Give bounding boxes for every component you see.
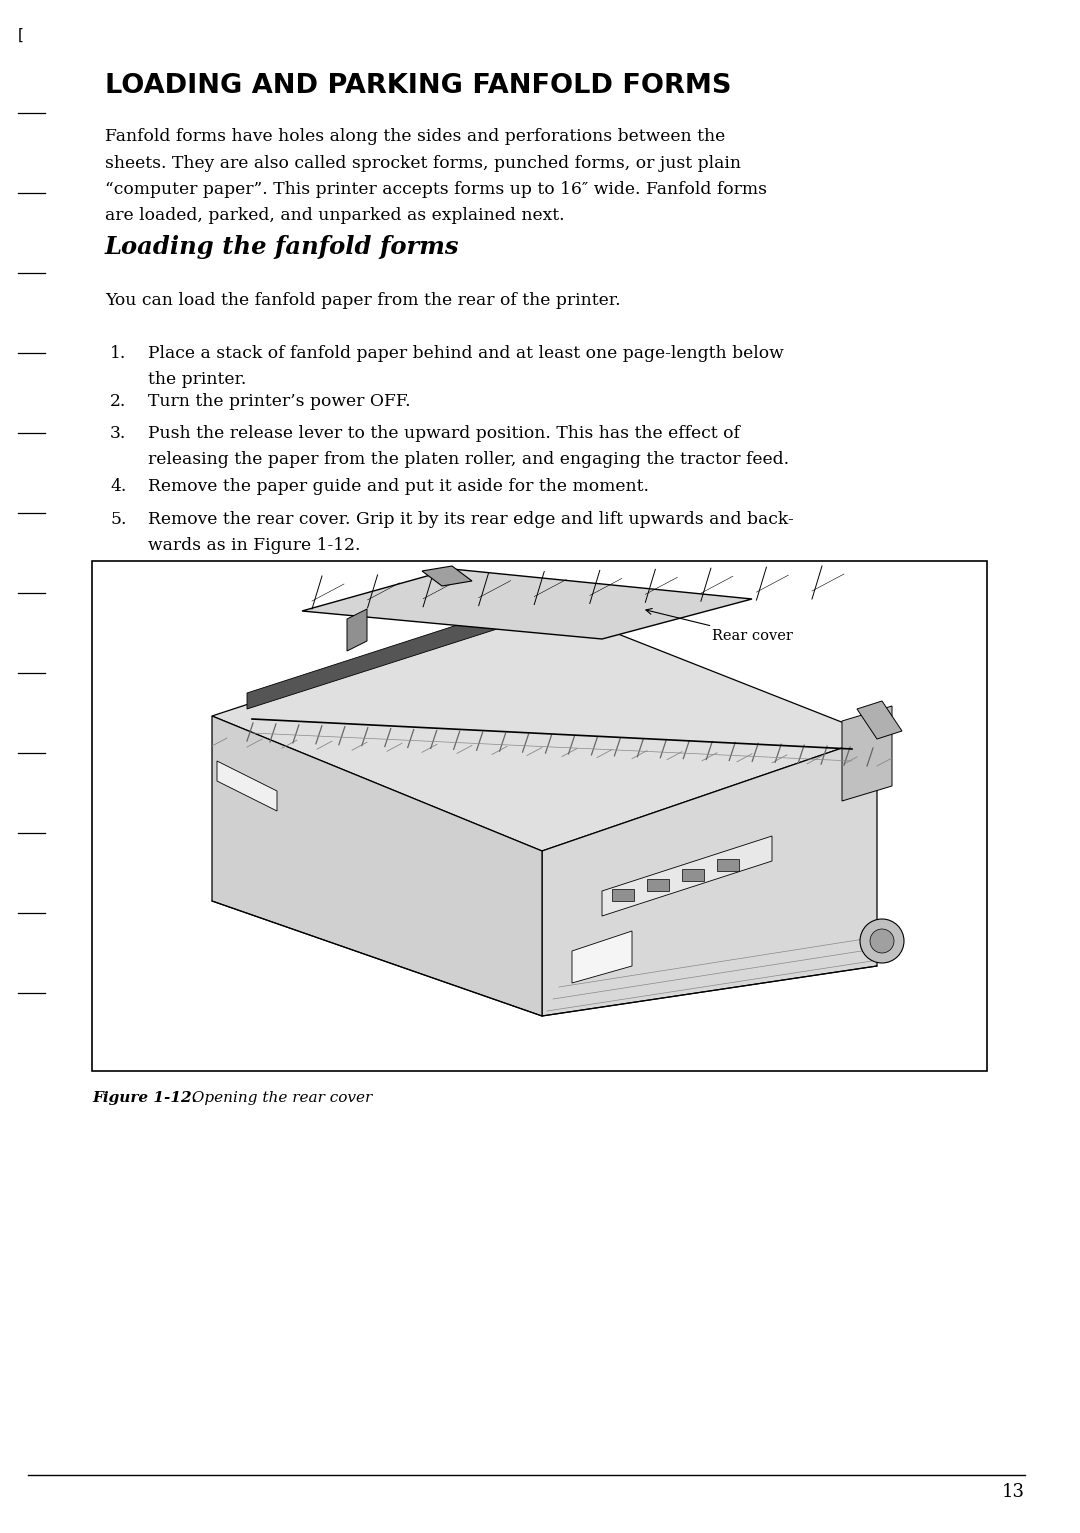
- Polygon shape: [347, 609, 367, 652]
- Bar: [717, 858, 739, 871]
- Text: Opening the rear cover: Opening the rear cover: [187, 1091, 373, 1105]
- Circle shape: [870, 929, 894, 954]
- Text: 3.: 3.: [110, 425, 126, 442]
- Bar: [92, 561, 987, 1072]
- Text: Place a stack of fanfold paper behind and at least one page-length below: Place a stack of fanfold paper behind an…: [148, 345, 784, 362]
- Text: “computer paper”. This printer accepts forms up to 16″ wide. Fanfold forms: “computer paper”. This printer accepts f…: [105, 181, 767, 198]
- Polygon shape: [422, 566, 472, 586]
- Polygon shape: [602, 835, 772, 917]
- Text: Loading the fanfold forms: Loading the fanfold forms: [105, 235, 459, 259]
- Text: the printer.: the printer.: [148, 371, 246, 388]
- Polygon shape: [542, 736, 877, 1016]
- Bar: [647, 878, 669, 891]
- Text: 13: 13: [1002, 1482, 1025, 1501]
- Bar: [612, 889, 634, 901]
- Text: sheets. They are also called sprocket forms, punched forms, or just plain: sheets. They are also called sprocket fo…: [105, 155, 741, 172]
- Text: Figure 1-12.: Figure 1-12.: [92, 1091, 197, 1105]
- Text: Push the release lever to the upward position. This has the effect of: Push the release lever to the upward pos…: [148, 425, 740, 442]
- Text: Turn the printer’s power OFF.: Turn the printer’s power OFF.: [148, 392, 410, 409]
- Polygon shape: [247, 596, 546, 708]
- Circle shape: [860, 918, 904, 963]
- Text: Rear cover: Rear cover: [646, 609, 793, 642]
- Text: 2.: 2.: [110, 392, 126, 409]
- Text: are loaded, parked, and unparked as explained next.: are loaded, parked, and unparked as expl…: [105, 207, 565, 224]
- Polygon shape: [212, 606, 877, 851]
- Bar: [681, 869, 704, 881]
- Text: LOADING AND PARKING FANFOLD FORMS: LOADING AND PARKING FANFOLD FORMS: [105, 74, 731, 100]
- Text: wards as in Figure 1-12.: wards as in Figure 1-12.: [148, 538, 361, 555]
- Text: 4.: 4.: [110, 478, 126, 495]
- Text: Remove the paper guide and put it aside for the moment.: Remove the paper guide and put it aside …: [148, 478, 649, 495]
- Polygon shape: [217, 760, 276, 811]
- Text: 1.: 1.: [110, 345, 126, 362]
- Text: 5.: 5.: [110, 510, 126, 527]
- Polygon shape: [572, 931, 632, 983]
- Polygon shape: [212, 716, 542, 1016]
- Text: Fanfold forms have holes along the sides and perforations between the: Fanfold forms have holes along the sides…: [105, 127, 726, 146]
- Text: [: [: [18, 28, 24, 43]
- Text: releasing the paper from the platen roller, and engaging the tractor feed.: releasing the paper from the platen roll…: [148, 452, 789, 469]
- Polygon shape: [858, 701, 902, 739]
- Polygon shape: [302, 569, 752, 639]
- Text: You can load the fanfold paper from the rear of the printer.: You can load the fanfold paper from the …: [105, 291, 621, 310]
- Text: Remove the rear cover. Grip it by its rear edge and lift upwards and back-: Remove the rear cover. Grip it by its re…: [148, 510, 794, 527]
- Polygon shape: [842, 707, 892, 802]
